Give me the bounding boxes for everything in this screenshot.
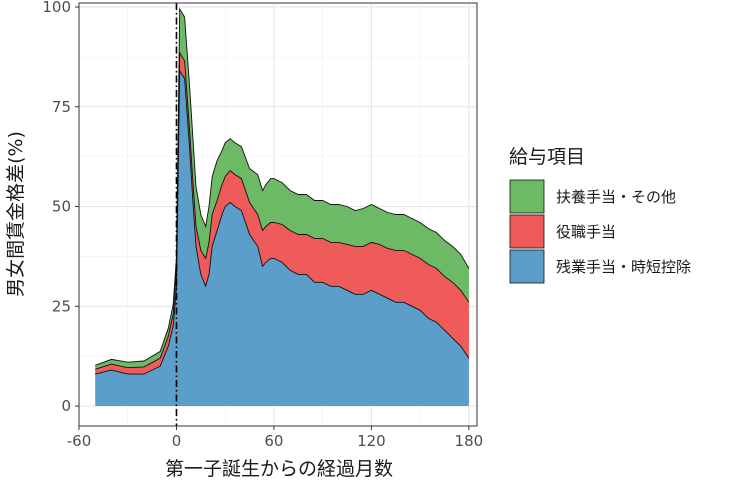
y-axis-title: 男女間賃金格差(%) [5, 131, 27, 297]
legend-swatch [509, 249, 545, 284]
legend-title: 給与項目 [509, 146, 585, 168]
x-tick-label: 60 [264, 432, 283, 450]
area-outline-series-1 [95, 69, 470, 375]
y-tick-label: 0 [61, 397, 71, 415]
x-axis-title: 第一子誕生からの経過月数 [165, 458, 393, 480]
legend-label: 役職手当 [556, 223, 616, 241]
stacked-areas [95, 7, 470, 407]
y-tick-label: 50 [52, 198, 71, 216]
y-tick-labels: 0 25 50 75 100 [42, 0, 71, 415]
legend-label: 扶養手当・その他 [556, 188, 676, 206]
legend-label: 残業手当・時短控除 [556, 258, 691, 276]
y-tick-label: 25 [52, 297, 71, 315]
y-tick-label: 100 [42, 0, 71, 16]
legend-swatch [509, 214, 545, 249]
area-outline-series-2 [95, 51, 470, 370]
area-series-1 [95, 70, 469, 407]
area-outline-series-3 [95, 7, 470, 366]
y-tick-label: 75 [52, 98, 71, 116]
x-tick-label: 0 [172, 432, 182, 450]
x-tick-label: -60 [67, 432, 92, 450]
axis-ticks [75, 6, 470, 430]
legend-swatch [509, 179, 545, 214]
x-tick-label: 120 [357, 432, 386, 450]
x-tick-labels: -60 0 60 120 180 [67, 432, 483, 450]
x-tick-label: 180 [455, 432, 484, 450]
area-series-3 [95, 9, 469, 370]
panel-border [78, 2, 478, 427]
